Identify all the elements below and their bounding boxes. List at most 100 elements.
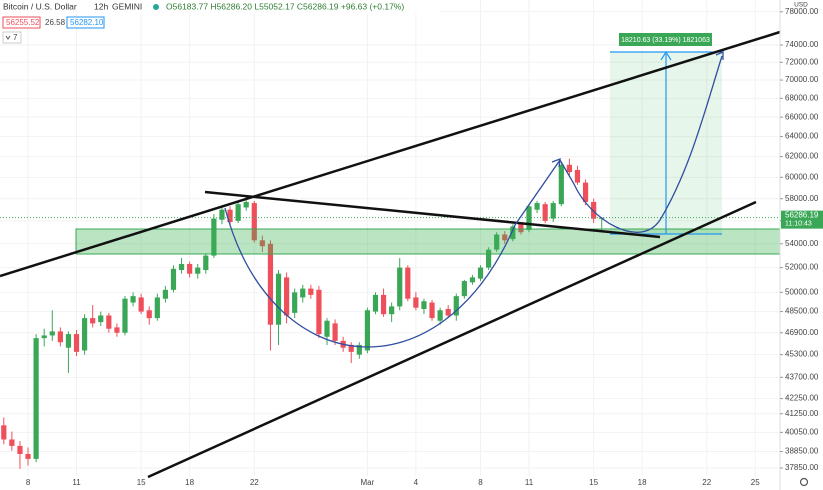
candle-body — [154, 297, 160, 319]
settings-icon[interactable] — [799, 477, 809, 487]
support-zone — [75, 228, 781, 255]
candle-body — [292, 292, 298, 313]
bid: 56255.52 — [6, 18, 40, 27]
candle-body — [397, 267, 403, 307]
x-tick-label: 15 — [589, 478, 598, 487]
y-tick-label: 60000.00 — [785, 172, 819, 181]
candle-body — [122, 298, 128, 333]
candle-body — [534, 203, 540, 210]
y-tick-label: 46900.00 — [785, 328, 819, 337]
candle-body — [130, 296, 136, 303]
candle-body — [9, 439, 15, 446]
y-tick-label: 66000.00 — [785, 112, 819, 121]
ask-box[interactable] — [66, 16, 105, 29]
candle-body — [526, 206, 532, 230]
indicators-box[interactable] — [2, 31, 22, 44]
y-tick-label: 48500.00 — [785, 307, 819, 316]
candle-body — [267, 243, 274, 325]
candle-body — [461, 281, 467, 297]
symbol: Bitcoin / U.S. Dollar — [3, 1, 77, 11]
candle-body — [574, 169, 581, 183]
y-tick-label: 38850.00 — [785, 447, 819, 456]
candle-body — [25, 453, 31, 459]
candle-body — [558, 164, 564, 205]
y-tick-label: 62000.00 — [785, 152, 819, 161]
ask: 56282.10 — [70, 18, 104, 27]
x-tick-label: 25 — [751, 478, 760, 487]
candle-body — [170, 268, 177, 290]
x-tick-label: 22 — [250, 478, 259, 487]
candle-body — [429, 302, 435, 319]
candle-body — [542, 204, 548, 221]
arrow-head — [660, 50, 672, 61]
upper-trendline — [0, 30, 781, 278]
candle-body — [469, 277, 476, 283]
neckline — [204, 190, 661, 239]
candle-body — [33, 338, 39, 459]
candle-body — [203, 255, 209, 271]
x-axis: 8 11 15 18 22 Mar 4 8 11 15 18 22 25 — [26, 478, 760, 487]
candle-body — [114, 327, 120, 333]
x-tick-label: 18 — [185, 478, 194, 487]
candle-body — [502, 234, 508, 241]
y-tick-label: 64000.00 — [785, 132, 819, 141]
drawings: 18210.63 (33.19%) 1821063 — [0, 30, 781, 479]
candle-body — [275, 273, 282, 325]
bid-box[interactable] — [2, 16, 41, 29]
y-tick-label: 42250.00 — [785, 394, 819, 403]
x-tick-label: 8 — [478, 478, 483, 487]
candle-body — [90, 318, 96, 324]
candle-body — [413, 297, 419, 308]
candle-body — [453, 296, 459, 316]
candle-body — [300, 288, 306, 298]
x-tick-label: 4 — [414, 478, 419, 487]
candle-body — [178, 263, 185, 271]
candle-body — [421, 301, 427, 309]
countdown: 11:10:43 — [785, 220, 812, 227]
candle-body — [510, 226, 516, 240]
x-tick-label: Mar — [361, 478, 375, 487]
lower-trendline — [147, 200, 757, 479]
candle-body — [259, 240, 265, 247]
x-tick-label: 8 — [26, 478, 31, 487]
price-badge-box — [781, 210, 823, 229]
y-tick-label: 78000.00 — [785, 7, 819, 16]
candle-body — [243, 201, 249, 208]
y-tick-label: 52000.00 — [785, 263, 819, 272]
candle-body — [356, 344, 362, 355]
x-tick-label: 11 — [72, 478, 81, 487]
candle-body — [332, 323, 338, 341]
y-tick-label: 68000.00 — [785, 93, 819, 102]
candle-body — [405, 267, 411, 299]
candle-body — [486, 249, 492, 268]
candle-body — [49, 331, 55, 336]
pattern-curve — [224, 55, 723, 348]
y-tick-label: 70000.00 — [785, 75, 819, 84]
candle-body — [235, 204, 241, 221]
y-tick-label: 50000.00 — [785, 287, 819, 296]
y-tick-label: 45300.00 — [785, 350, 819, 359]
spread: 26.58 — [45, 18, 66, 27]
x-tick-label: 22 — [702, 478, 711, 487]
y-axis: 78000.00 74000.00 72000.00 70000.00 68000.00… — [780, 7, 819, 472]
y-tick-label: 58000.00 — [785, 194, 819, 203]
candle-body — [477, 267, 484, 279]
x-tick-label: 15 — [137, 478, 146, 487]
candle-body — [219, 209, 225, 220]
candle-body — [82, 318, 88, 351]
currency: USD — [794, 2, 808, 9]
candle-body — [550, 203, 556, 219]
candle-body — [582, 182, 589, 202]
candle-body — [284, 277, 290, 316]
candle-body — [494, 234, 500, 250]
y-tick-label: 54000.00 — [785, 239, 819, 248]
y-tick-label: 40050.00 — [785, 427, 819, 436]
candle-body — [1, 425, 7, 440]
header-bg — [0, 0, 440, 14]
candle-body — [65, 334, 72, 348]
candle-body — [211, 218, 217, 256]
candle-body — [17, 445, 23, 454]
candle-body — [162, 289, 168, 299]
candle-body — [106, 315, 112, 329]
